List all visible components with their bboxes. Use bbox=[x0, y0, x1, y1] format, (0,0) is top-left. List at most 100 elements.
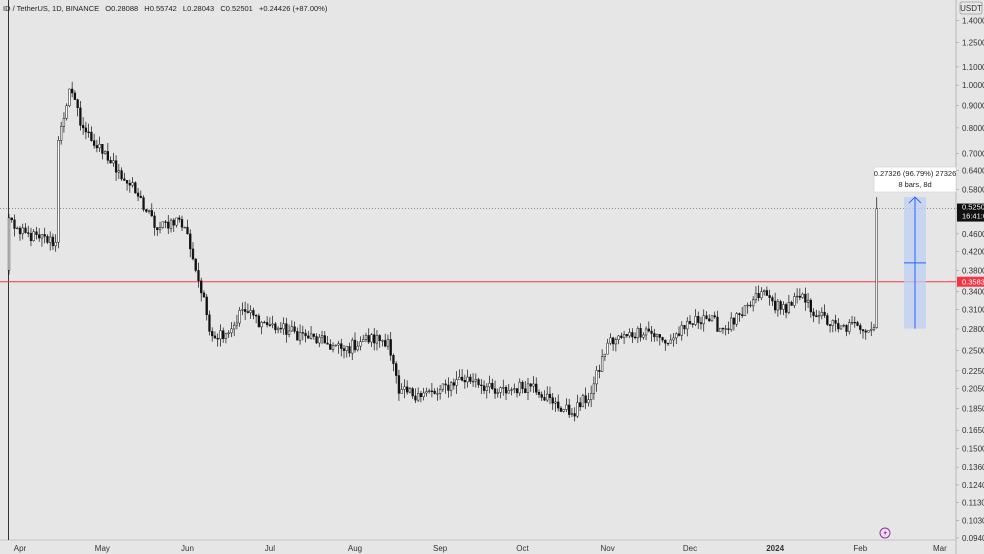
candle-body bbox=[117, 170, 120, 173]
candle-body bbox=[293, 326, 296, 332]
candle-body bbox=[743, 305, 747, 316]
candle-body bbox=[491, 382, 494, 389]
candle-body bbox=[158, 227, 162, 230]
candle-body bbox=[535, 383, 538, 393]
candle-body bbox=[134, 182, 137, 194]
candle-body bbox=[540, 394, 543, 398]
candle-body bbox=[95, 145, 99, 149]
candle-body bbox=[551, 397, 554, 404]
candle-body bbox=[263, 321, 266, 324]
candle-body bbox=[834, 320, 837, 324]
candle-body bbox=[268, 324, 272, 326]
candle-body bbox=[79, 107, 82, 126]
candle-body bbox=[741, 314, 744, 316]
measure-tool[interactable]: 0.27326 (96.79%) 27326 8 bars, 8d bbox=[873, 166, 957, 329]
candle-body bbox=[853, 321, 856, 324]
candle-body bbox=[191, 248, 195, 260]
y-tick-label: 1.1000 bbox=[962, 63, 984, 72]
currency-badge[interactable] bbox=[959, 1, 983, 15]
candle-body bbox=[444, 383, 447, 386]
candle-body bbox=[395, 363, 398, 376]
tradingview-lightning-icon[interactable] bbox=[879, 527, 891, 539]
candle-body bbox=[403, 386, 406, 390]
candle-body bbox=[384, 340, 387, 347]
candle-body bbox=[521, 381, 524, 389]
candle-body bbox=[469, 376, 472, 382]
candle-body bbox=[296, 331, 299, 341]
candle-body bbox=[213, 335, 217, 339]
currency-label: USDT bbox=[960, 4, 982, 13]
candle-body bbox=[697, 316, 700, 323]
candle-body bbox=[175, 217, 178, 226]
candle-body bbox=[732, 317, 736, 325]
candle-body bbox=[859, 325, 862, 330]
candle-body bbox=[172, 219, 175, 226]
legend-header[interactable]: ID / TetherUS, 1D, BINANCE O0.28088 H0.5… bbox=[3, 4, 328, 13]
candle-body bbox=[13, 219, 16, 229]
candle-body bbox=[752, 299, 755, 307]
candle-body bbox=[197, 270, 200, 282]
candle-body bbox=[686, 321, 689, 330]
candle-body bbox=[584, 395, 587, 404]
candle-body bbox=[400, 389, 403, 394]
candle-body bbox=[820, 311, 823, 316]
candle-body bbox=[205, 296, 208, 316]
candle-body bbox=[233, 324, 236, 330]
candle-body bbox=[867, 330, 870, 333]
candle-body bbox=[10, 217, 13, 221]
candle-body bbox=[436, 393, 439, 395]
x-axis-ticks: Apr May Jun Jul Aug Sep Oct Nov Dec 2024 Feb Mar bbox=[14, 544, 947, 553]
candle-body bbox=[246, 311, 250, 313]
x-tick-label: May bbox=[95, 544, 110, 553]
candle-body bbox=[16, 227, 19, 230]
candle-body bbox=[559, 407, 563, 412]
candle-body bbox=[782, 304, 785, 310]
candle-body bbox=[502, 387, 505, 389]
candle-body bbox=[139, 195, 142, 198]
candle-body bbox=[458, 376, 461, 380]
candle-body bbox=[81, 125, 85, 129]
candle-body bbox=[375, 335, 379, 344]
candle-body bbox=[147, 210, 151, 212]
candle-body bbox=[661, 337, 664, 341]
x-tick-label: Oct bbox=[516, 544, 529, 553]
candle-body bbox=[485, 386, 488, 391]
candle-body bbox=[285, 323, 288, 335]
candle-body bbox=[546, 393, 549, 401]
candle-body bbox=[466, 376, 469, 383]
candle-body bbox=[611, 337, 615, 345]
x-tick-label: Feb bbox=[853, 544, 867, 553]
candle-body bbox=[345, 346, 348, 351]
candle-body bbox=[872, 327, 876, 330]
candle-body bbox=[526, 383, 530, 393]
candle-body bbox=[460, 376, 464, 381]
plot-area[interactable] bbox=[0, 0, 956, 554]
candle-body bbox=[362, 339, 365, 342]
candle-body bbox=[373, 334, 376, 344]
candle-body bbox=[252, 310, 255, 316]
candle-body bbox=[625, 334, 629, 337]
candle-body bbox=[109, 160, 112, 164]
candle-body bbox=[806, 299, 810, 303]
candle-body bbox=[848, 322, 851, 332]
candle-body bbox=[241, 309, 244, 311]
candle-body bbox=[414, 395, 417, 401]
candle-body bbox=[57, 139, 60, 243]
candle-body bbox=[230, 328, 233, 334]
candle-body bbox=[795, 295, 799, 298]
candle-body bbox=[856, 322, 859, 326]
candle-body bbox=[776, 301, 780, 311]
candle-body bbox=[60, 126, 63, 141]
candle-body bbox=[84, 127, 88, 133]
candle-body bbox=[276, 327, 280, 331]
